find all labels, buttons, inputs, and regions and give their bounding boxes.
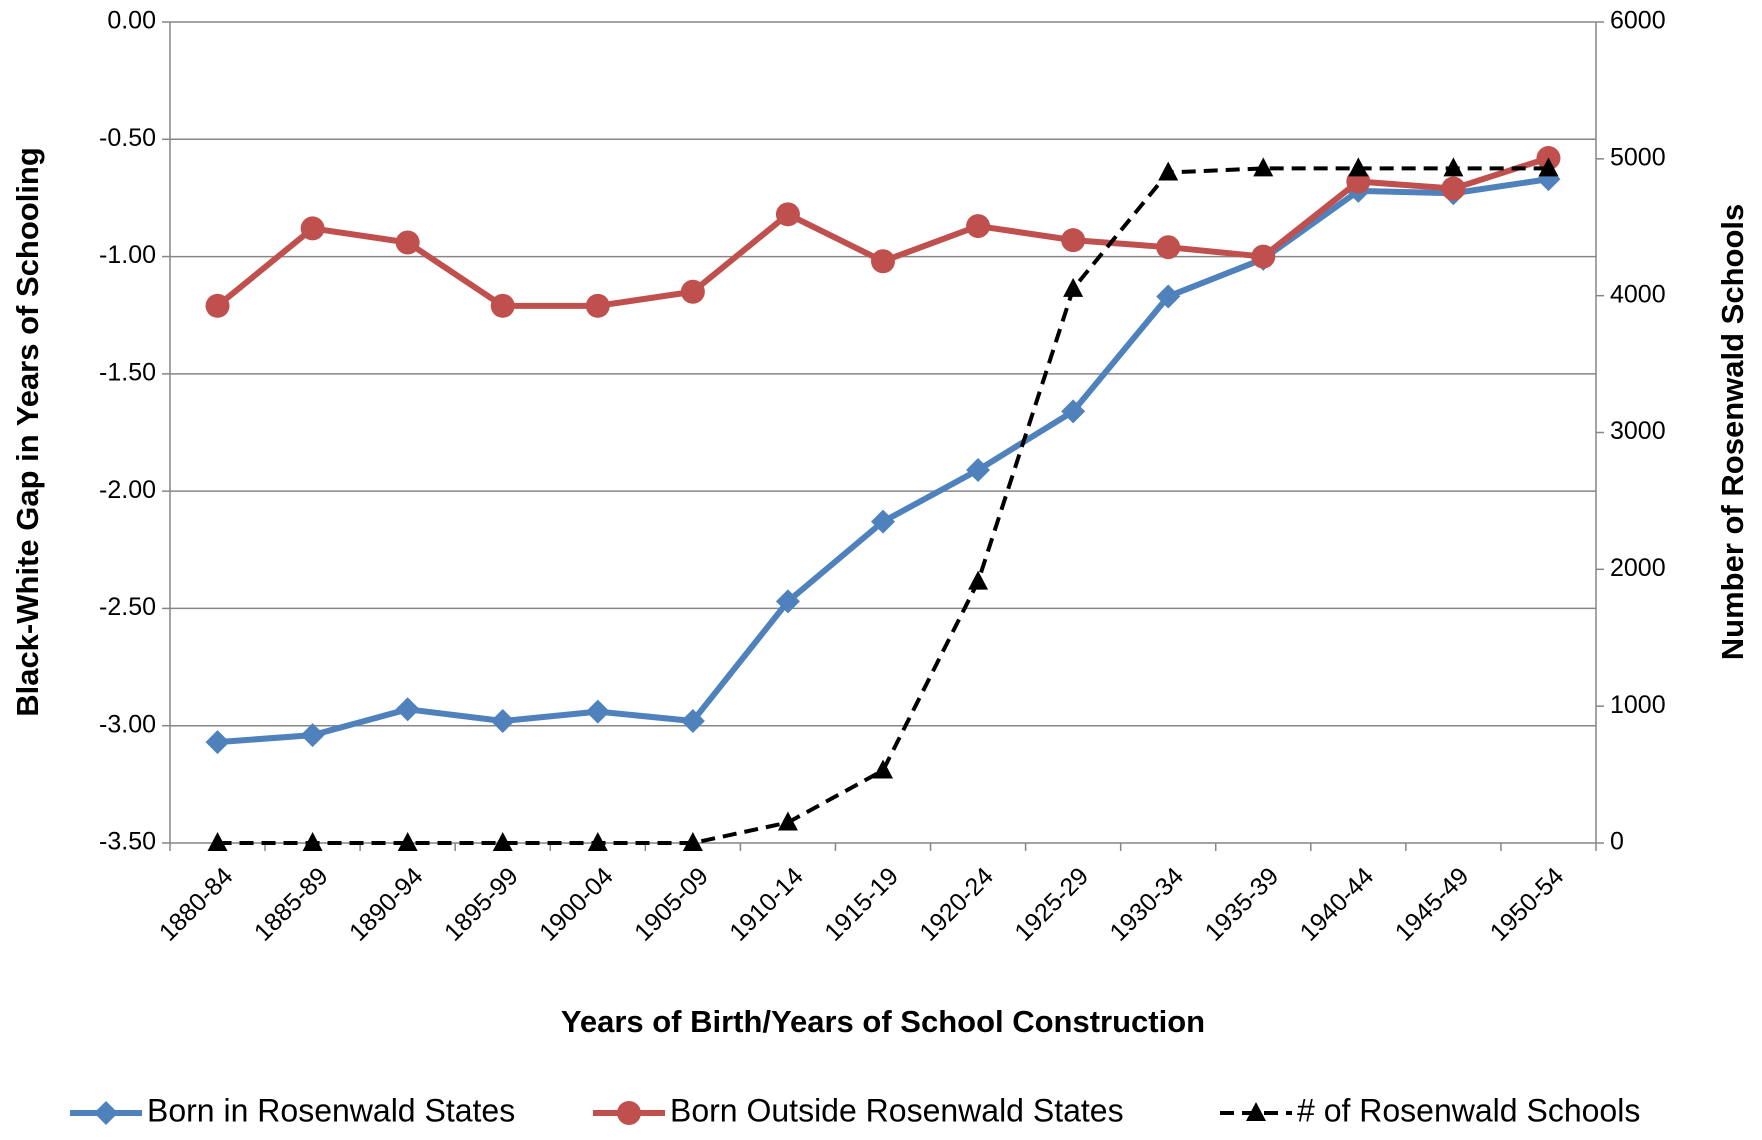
data-point	[1441, 176, 1466, 201]
x-tick-label: 1935-39	[1200, 862, 1285, 947]
data-point	[871, 509, 895, 534]
y-tick-label: -1.50	[99, 358, 156, 386]
legend-marker	[1246, 1102, 1266, 1121]
data-point	[397, 832, 418, 851]
data-point	[205, 293, 230, 318]
data-point	[300, 216, 325, 241]
data-point	[1253, 157, 1274, 177]
data-point	[1538, 157, 1559, 177]
y-tick-label: -2.00	[99, 476, 156, 504]
legend-label: Born Outside Rosenwald States	[670, 1092, 1124, 1128]
y2-tick-label: 6000	[1610, 7, 1666, 35]
data-point	[871, 249, 895, 274]
data-point	[395, 697, 420, 722]
x-tick-label: 1925-29	[1009, 862, 1094, 947]
legend-label: # of Rosenwald Schools	[1297, 1092, 1640, 1128]
data-point	[1251, 244, 1276, 269]
x-tick-label: 1940-44	[1295, 862, 1380, 947]
data-point	[775, 202, 800, 227]
x-tick-label: 1950-54	[1485, 862, 1570, 947]
data-point	[207, 832, 228, 851]
x-tick-label: 1945-49	[1390, 862, 1475, 947]
x-tick-label: 1890-94	[344, 862, 429, 947]
y-tick-label: -2.50	[99, 593, 156, 621]
data-point	[966, 214, 991, 239]
y2-axis-title: Number of Rosenwald Schools	[1715, 204, 1750, 660]
data-point	[585, 293, 610, 318]
data-point	[1443, 157, 1464, 177]
y-tick-label: -0.50	[99, 124, 156, 152]
data-point	[492, 832, 513, 851]
y-tick-label: -3.50	[99, 828, 156, 856]
data-point	[585, 699, 610, 724]
data-point	[968, 570, 989, 590]
data-point	[1156, 235, 1181, 260]
data-point	[873, 759, 893, 779]
x-tick-label: 1920-24	[914, 862, 999, 947]
data-point	[966, 458, 991, 483]
data-point	[587, 832, 608, 851]
legend-label: Born in Rosenwald States	[147, 1092, 515, 1128]
data-point	[1158, 161, 1179, 181]
x-tick-label: 1930-34	[1104, 862, 1189, 947]
data-point	[1156, 284, 1181, 309]
y2-tick-label: 1000	[1610, 691, 1666, 719]
x-axis-title: Years of Birth/Years of School Construct…	[561, 1004, 1205, 1039]
y2-tick-label: 0	[1610, 828, 1624, 856]
x-tick-label: 1905-09	[629, 862, 714, 947]
data-point	[1061, 399, 1086, 424]
y-axis-title: Black-White Gap in Years of Schooling	[10, 147, 45, 717]
data-point	[205, 730, 230, 755]
data-point	[490, 709, 515, 734]
series-line	[217, 166, 1549, 845]
y2-tick-label: 2000	[1610, 554, 1666, 582]
x-tick-label: 1915-19	[819, 862, 904, 947]
data-point	[680, 279, 705, 304]
data-point	[1063, 277, 1084, 297]
y-tick-label: 0.00	[107, 7, 156, 35]
legend-marker	[94, 1101, 118, 1125]
data-point	[1348, 157, 1369, 177]
x-tick-label: 1880-84	[154, 862, 239, 947]
x-tick-label: 1895-99	[439, 862, 524, 947]
legend-marker	[617, 1101, 641, 1125]
data-point	[775, 589, 800, 614]
y2-tick-label: 3000	[1610, 417, 1666, 445]
y2-tick-label: 5000	[1610, 143, 1666, 171]
data-point	[490, 293, 515, 318]
data-point	[300, 723, 325, 748]
y2-tick-label: 4000	[1610, 280, 1666, 308]
x-tick-label: 1885-89	[249, 862, 334, 947]
x-tick-label: 1910-14	[724, 862, 809, 947]
data-point	[395, 230, 420, 255]
data-point	[680, 709, 705, 734]
y-tick-label: -1.00	[99, 241, 156, 269]
x-tick-label: 1900-04	[534, 862, 619, 947]
data-point	[682, 832, 703, 851]
y-tick-label: -3.00	[99, 710, 156, 738]
data-point	[302, 832, 323, 851]
data-point	[1061, 228, 1086, 253]
data-point	[777, 811, 798, 831]
